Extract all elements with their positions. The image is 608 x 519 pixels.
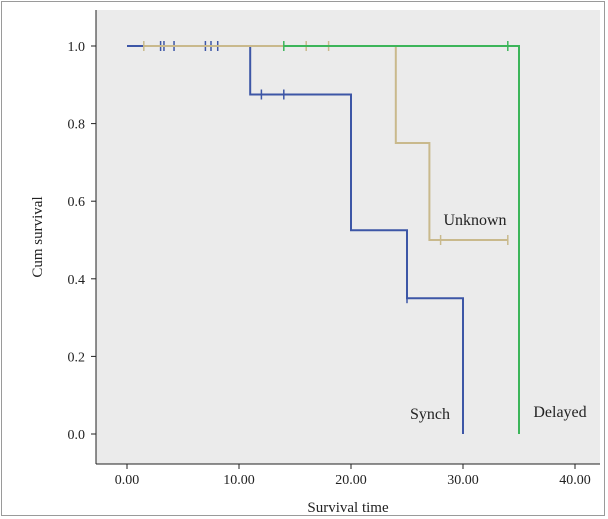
y-axis-label: Cum survival bbox=[30, 196, 46, 277]
x-tick-label: 10.00 bbox=[223, 473, 255, 488]
y-tick-label: 0.0 bbox=[68, 428, 86, 443]
y-tick-label: 0.8 bbox=[68, 118, 86, 133]
series-line-delayed bbox=[283, 45, 520, 434]
y-tick-label: 0.2 bbox=[68, 350, 86, 365]
series-label-delayed: Delayed bbox=[533, 404, 586, 421]
y-tick-label: 1.0 bbox=[68, 40, 86, 55]
plot-background bbox=[96, 10, 600, 464]
series-line-synch bbox=[127, 45, 464, 434]
series-label-unknown: Unknown bbox=[443, 212, 506, 229]
series-labels: Synch Unknown Delayed bbox=[410, 212, 587, 423]
series-label-synch: Synch bbox=[410, 406, 450, 423]
x-tick-label: 0.00 bbox=[115, 473, 140, 488]
x-tick-label: 30.00 bbox=[447, 473, 479, 488]
x-axis-label: Survival time bbox=[307, 500, 389, 516]
y-tick-label: 0.4 bbox=[68, 273, 86, 288]
x-axis-ticks: 0.00 10.00 20.00 30.00 40.00 bbox=[115, 464, 591, 488]
y-axis-ticks: 0.0 0.2 0.4 0.6 0.8 1.0 bbox=[68, 40, 96, 443]
x-tick-label: 40.00 bbox=[559, 473, 591, 488]
series-marks bbox=[127, 41, 520, 434]
y-tick-label: 0.6 bbox=[68, 195, 86, 210]
x-tick-label: 20.00 bbox=[335, 473, 367, 488]
